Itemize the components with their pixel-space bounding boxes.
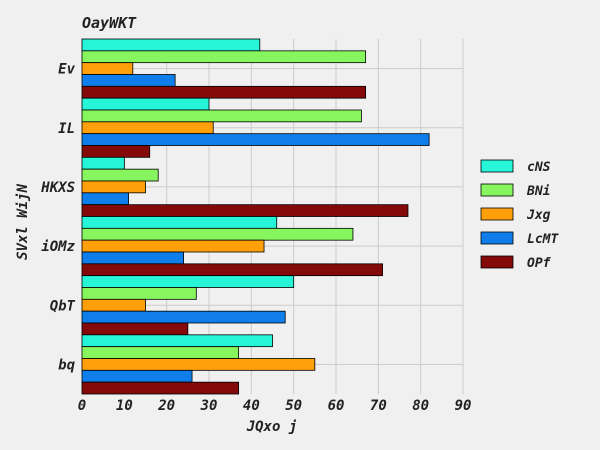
bar-Jxg-IL bbox=[81, 121, 214, 135]
bar-OPf-IL bbox=[81, 145, 151, 158]
bar-OPf-bq bbox=[81, 381, 240, 395]
bar-Jxg-QbT bbox=[81, 298, 146, 312]
bar-LcMT-QbT bbox=[81, 310, 286, 324]
bar-OPf-QbT bbox=[81, 322, 189, 336]
bar-BNi-HKXS bbox=[81, 168, 159, 182]
x-tick-label: 0 bbox=[78, 398, 86, 414]
y-tick-label: bq bbox=[58, 357, 75, 373]
y-tick-label: IL bbox=[58, 121, 75, 137]
bars bbox=[81, 38, 430, 395]
x-tick-label: 80 bbox=[412, 398, 429, 414]
legend-label: BNi bbox=[526, 184, 550, 199]
x-tick-label: 40 bbox=[243, 398, 260, 414]
bar-Jxg-bq bbox=[81, 358, 316, 371]
legend-label: cNS bbox=[527, 160, 551, 175]
bar-cNS-bq bbox=[81, 334, 273, 348]
bar-cNS-IL bbox=[81, 97, 210, 111]
bar-LcMT-IL bbox=[81, 133, 430, 146]
bar-cNS-Ev bbox=[81, 38, 261, 52]
x-axis-label: JQxo j bbox=[246, 419, 298, 435]
legend-swatch-OPf bbox=[480, 255, 514, 269]
legend: cNS BNi Jxg LcMT OPf bbox=[480, 159, 559, 271]
x-tick-label: 70 bbox=[370, 398, 387, 414]
legend-label: LcMT bbox=[527, 232, 559, 247]
bar-OPf-HKXS bbox=[81, 204, 409, 217]
bar-cNS-iOMz bbox=[81, 216, 278, 229]
legend-swatch-Jxg bbox=[480, 207, 514, 221]
bar-BNi-iOMz bbox=[81, 227, 354, 241]
bar-LcMT-HKXS bbox=[81, 192, 129, 206]
x-tick-label: 20 bbox=[157, 398, 175, 414]
bar-Jxg-iOMz bbox=[81, 239, 265, 253]
x-tick-label: 60 bbox=[328, 398, 345, 414]
y-tick-labels: Ev IL HKXS iOMz QbT bq bbox=[40, 62, 75, 374]
bar-LcMT-iOMz bbox=[81, 251, 184, 265]
legend-swatch-cNS bbox=[480, 159, 514, 173]
y-axis-label: SVxl WijN bbox=[15, 184, 31, 260]
bar-BNi-QbT bbox=[81, 287, 197, 300]
bar-LcMT-bq bbox=[81, 369, 193, 383]
x-tick-label: 90 bbox=[455, 398, 472, 414]
legend-label: OPf bbox=[527, 256, 552, 271]
chart-title: OayWKT bbox=[82, 14, 137, 32]
bar-OPf-iOMz bbox=[81, 263, 383, 277]
x-tick-label: 10 bbox=[116, 398, 133, 414]
legend-swatch-LcMT bbox=[480, 231, 514, 245]
bar-cNS-QbT bbox=[81, 275, 295, 288]
y-tick-label: Ev bbox=[58, 62, 75, 78]
x-tick-labels: 0 10 20 30 40 50 60 70 80 90 bbox=[78, 398, 472, 414]
legend-label: Jxg bbox=[526, 208, 551, 223]
bar-Jxg-Ev bbox=[81, 62, 134, 75]
y-tick-label: HKXS bbox=[40, 180, 75, 196]
x-tick-label: 50 bbox=[285, 398, 302, 414]
bar-BNi-bq bbox=[81, 346, 240, 359]
bar-BNi-IL bbox=[81, 109, 362, 123]
y-tick-label: QbT bbox=[50, 298, 76, 314]
bar-BNi-Ev bbox=[81, 50, 367, 64]
bar-LcMT-Ev bbox=[81, 74, 176, 87]
x-tick-label: 30 bbox=[200, 398, 218, 414]
bar-Jxg-HKXS bbox=[81, 180, 146, 194]
y-tick-label: iOMz bbox=[41, 239, 75, 255]
bar-OPf-Ev bbox=[81, 85, 367, 99]
bar-cNS-HKXS bbox=[81, 156, 125, 170]
legend-swatch-BNi bbox=[480, 183, 514, 197]
